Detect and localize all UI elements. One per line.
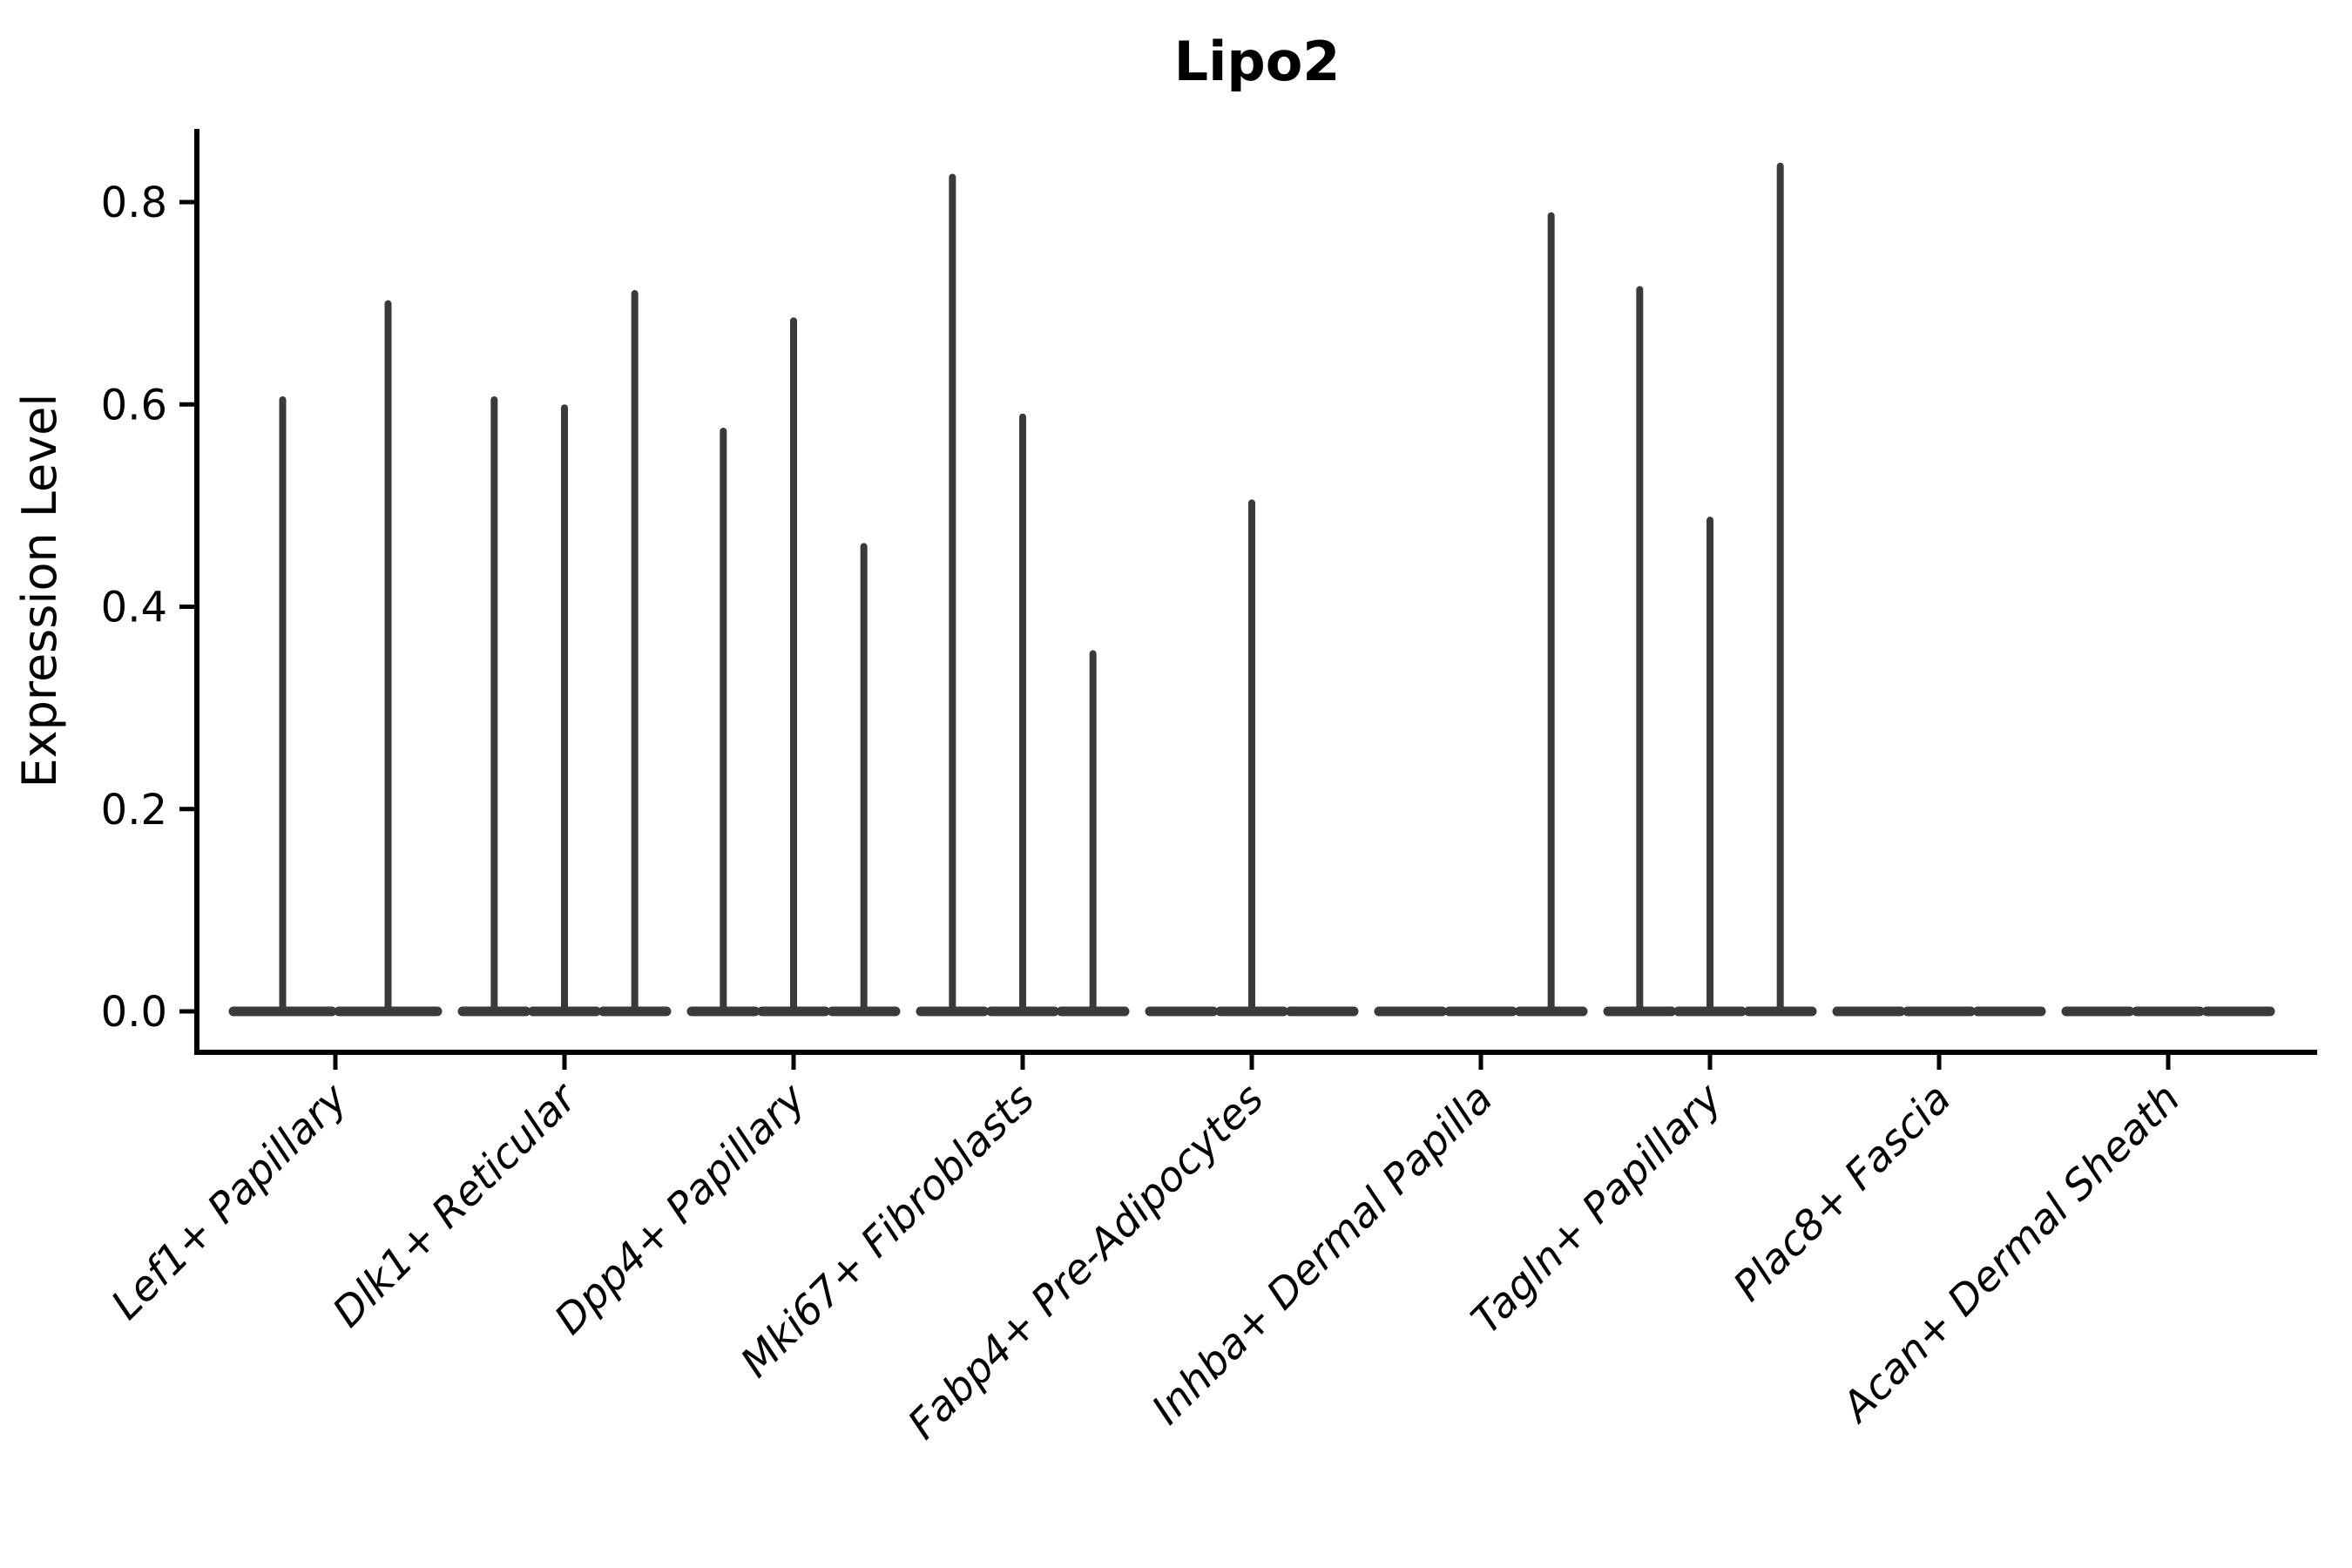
chart-title: Lipo2 [1174, 30, 1341, 93]
x-tick-label: Lef1+ Papillary [102, 1074, 357, 1329]
x-tick-label: Dlk1+ Reticular [324, 1073, 588, 1337]
y-tick-label: 0.4 [101, 584, 167, 632]
x-tick-label: Plac8+ Fascia [1724, 1075, 1960, 1311]
y-tick-label: 0.6 [101, 381, 167, 429]
x-tick-label: Dpp4+ Papillary [545, 1074, 815, 1344]
y-tick-label: 0.0 [101, 988, 167, 1037]
x-tick-label: Tagln+ Papillary [1463, 1074, 1733, 1344]
y-axis-label: Expression Level [12, 394, 67, 788]
y-tick-label: 0.2 [101, 786, 167, 835]
y-tick-label: 0.8 [101, 179, 167, 227]
